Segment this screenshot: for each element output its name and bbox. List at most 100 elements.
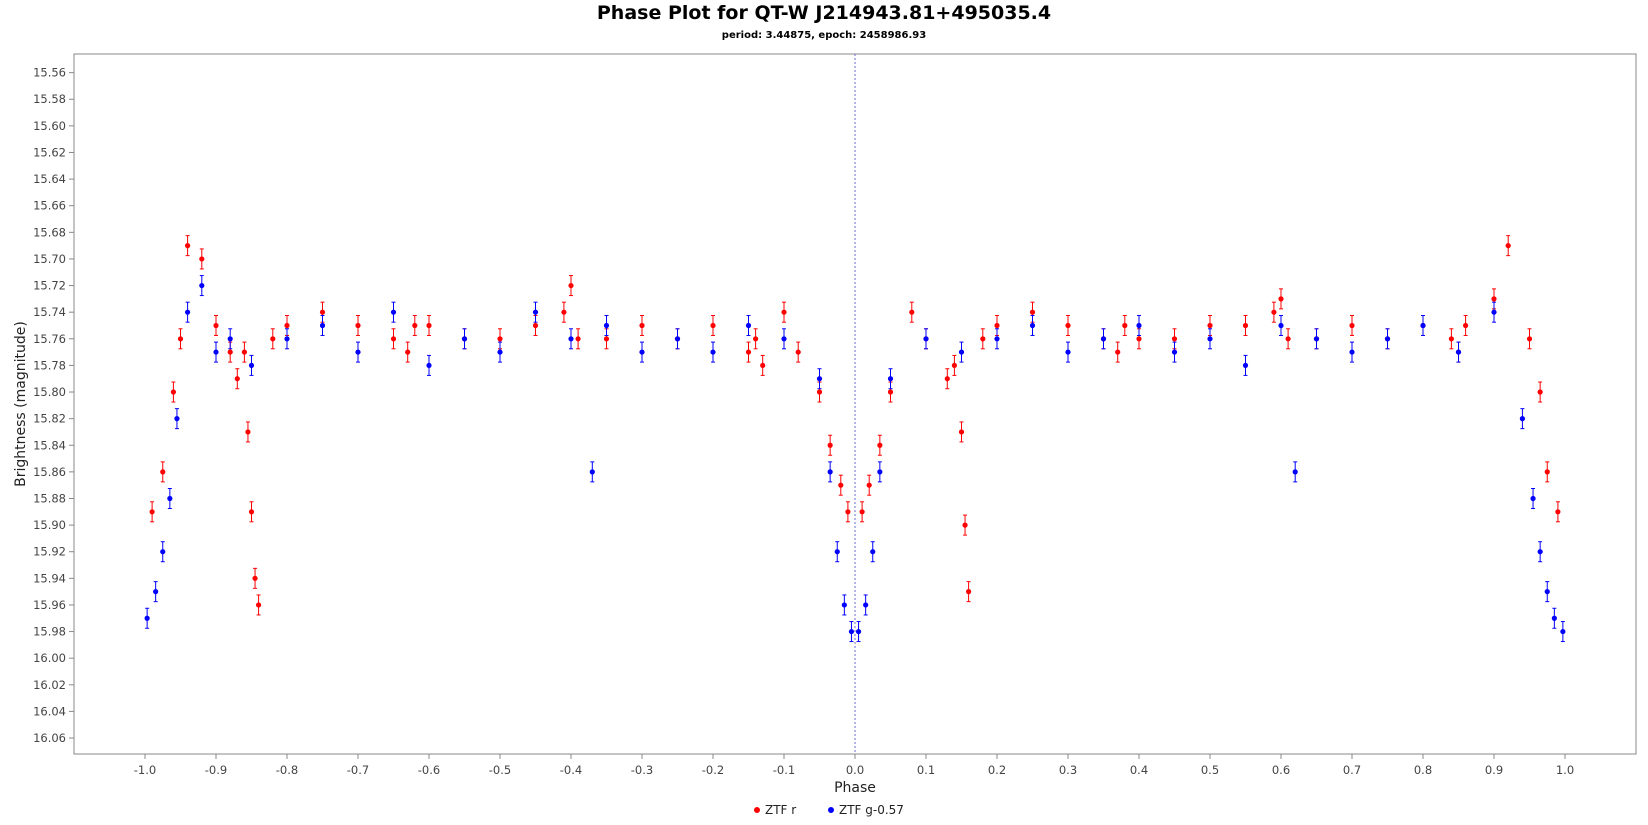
data-point (1207, 336, 1213, 342)
data-point (319, 322, 326, 329)
data-point (355, 322, 361, 329)
x-tick-label: -0.8 (276, 763, 298, 777)
y-tick-label: 15.70 (33, 252, 66, 266)
data-point (497, 349, 503, 355)
chart-title: Phase Plot for QT-W J214943.81+495035.4 (596, 2, 1052, 24)
data-point (185, 243, 191, 249)
y-axis: 15.56 15.58 15.60 15.62 15.64 15.66 15.68 15.70… (33, 66, 74, 745)
data-point (284, 336, 290, 342)
y-tick-label: 15.72 (33, 279, 66, 293)
y-tick-label: 15.66 (33, 199, 66, 213)
y-tick-label: 16.02 (33, 678, 66, 692)
data-point (1313, 336, 1320, 342)
x-tick-label: -0.1 (773, 763, 795, 777)
data-point (827, 442, 833, 448)
data-point (390, 309, 397, 315)
data-point (1420, 322, 1426, 329)
legend-marker (828, 807, 834, 813)
data-point (160, 549, 166, 555)
data-point (1242, 322, 1249, 329)
data-point (319, 309, 326, 315)
data-point (838, 482, 844, 488)
legend: ZTF r ZTF g-0.57 (754, 803, 904, 817)
y-tick-label: 15.98 (33, 625, 66, 639)
data-point (980, 336, 986, 342)
data-point (213, 322, 219, 329)
data-point (1271, 309, 1277, 315)
data-point (845, 509, 851, 515)
x-tick-label: 0.3 (1059, 763, 1077, 777)
data-point (241, 349, 247, 355)
data-point (1292, 469, 1298, 475)
y-tick-label: 15.88 (33, 491, 66, 505)
data-point (863, 602, 869, 608)
data-point (213, 349, 219, 355)
data-point (461, 336, 468, 342)
data-point (1463, 322, 1469, 329)
y-tick-label: 15.86 (33, 465, 66, 479)
data-point (1455, 349, 1462, 355)
data-point (532, 309, 539, 315)
legend-label: ZTF g-0.57 (839, 803, 904, 817)
data-point (710, 349, 716, 355)
y-tick-label: 15.84 (33, 438, 66, 452)
data-point (568, 336, 574, 342)
data-point (160, 469, 166, 475)
data-point (177, 336, 184, 342)
x-tick-label: 0.4 (1130, 763, 1148, 777)
y-tick-label: 15.58 (33, 92, 66, 106)
y-tick-label: 15.90 (33, 518, 66, 532)
data-point (887, 389, 894, 395)
data-point (1100, 336, 1107, 342)
data-point (923, 336, 929, 342)
data-point (745, 349, 752, 355)
data-point (1448, 336, 1454, 342)
data-point (1537, 389, 1543, 395)
legend-label: ZTF r (765, 803, 796, 817)
data-point (1384, 336, 1391, 342)
data-point (1491, 309, 1497, 315)
y-tick-label: 15.78 (33, 358, 66, 372)
y-tick-label: 15.60 (33, 119, 66, 133)
data-point (1530, 495, 1536, 502)
data-point (1242, 362, 1249, 369)
y-tick-label: 15.76 (33, 332, 66, 346)
x-axis: -1.0 -0.9 -0.8 -0.7 -0.6 -0.5 -0.4 -0.3 -0.2 -0.1… (134, 754, 1574, 777)
data-point (167, 495, 173, 502)
data-point (170, 389, 176, 395)
data-point (1519, 416, 1525, 422)
data-point (639, 322, 645, 329)
data-point (909, 309, 915, 315)
y-tick-label: 15.96 (33, 598, 66, 612)
y-tick-label: 15.82 (33, 412, 66, 426)
y-tick-label: 15.92 (33, 545, 66, 559)
data-point (1115, 349, 1121, 355)
data-point (1278, 296, 1284, 302)
y-tick-label: 15.56 (33, 66, 66, 80)
data-point (252, 575, 258, 581)
x-tick-label: -0.9 (205, 763, 227, 777)
y-tick-label: 15.74 (33, 305, 66, 319)
data-point (866, 482, 872, 488)
data-point (859, 509, 865, 515)
data-point (256, 602, 262, 608)
data-point (1122, 322, 1128, 329)
x-tick-label: 0.7 (1343, 763, 1361, 777)
x-tick-label: 1.0 (1556, 763, 1574, 777)
x-tick-label: -0.6 (418, 763, 440, 777)
data-point (1555, 509, 1561, 515)
data-point (227, 336, 233, 342)
data-point (245, 429, 251, 435)
data-point (390, 336, 397, 342)
data-point (760, 362, 766, 369)
data-point (781, 309, 787, 315)
x-tick-label: 0.0 (846, 763, 864, 777)
data-point (841, 602, 847, 608)
data-point (1171, 349, 1178, 355)
x-tick-label: -0.2 (702, 763, 724, 777)
data-point (355, 349, 361, 355)
y-tick-label: 16.06 (33, 731, 66, 745)
data-point (848, 628, 855, 635)
series-ztf-r (149, 235, 1561, 616)
series-ztf-g (144, 275, 1566, 643)
